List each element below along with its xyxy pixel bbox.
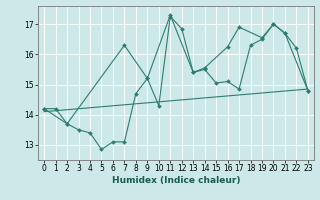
X-axis label: Humidex (Indice chaleur): Humidex (Indice chaleur) [112, 176, 240, 185]
